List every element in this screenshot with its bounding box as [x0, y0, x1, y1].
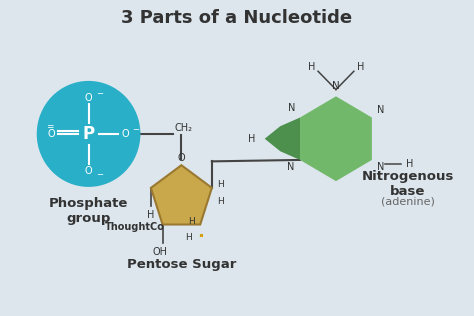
Text: −: −: [97, 89, 104, 98]
Text: .: .: [197, 222, 204, 240]
Text: (adenine): (adenine): [381, 197, 435, 207]
Text: O: O: [85, 166, 92, 176]
Text: N: N: [376, 105, 384, 115]
Text: O: O: [178, 153, 185, 163]
Polygon shape: [300, 96, 372, 181]
Text: H: H: [188, 217, 194, 226]
Text: H: H: [147, 210, 155, 220]
Text: ThoughtCo: ThoughtCo: [105, 222, 165, 232]
Text: Nitrogenous
base: Nitrogenous base: [362, 170, 454, 198]
Text: N: N: [332, 81, 340, 91]
Text: 3 Parts of a Nucleotide: 3 Parts of a Nucleotide: [121, 9, 353, 27]
Text: O: O: [121, 129, 128, 139]
Polygon shape: [151, 165, 212, 224]
Text: −: −: [97, 170, 104, 179]
Text: H: H: [406, 159, 413, 169]
Text: H: H: [308, 62, 315, 72]
Polygon shape: [264, 118, 300, 160]
Text: N: N: [376, 162, 384, 172]
Text: N: N: [288, 103, 295, 113]
Text: H: H: [218, 197, 224, 206]
Circle shape: [36, 81, 140, 187]
Text: OH: OH: [153, 247, 168, 257]
Text: O: O: [85, 93, 92, 103]
Text: CH₂: CH₂: [175, 123, 193, 133]
Text: N: N: [287, 162, 294, 172]
Text: O: O: [47, 129, 55, 139]
Text: H: H: [185, 234, 192, 242]
Text: Pentose Sugar: Pentose Sugar: [127, 258, 236, 271]
Text: Phosphate
group: Phosphate group: [49, 197, 128, 225]
Text: H: H: [357, 62, 364, 72]
Text: −: −: [132, 125, 139, 135]
Text: H: H: [248, 134, 255, 144]
Text: P: P: [82, 125, 95, 143]
Text: H: H: [218, 180, 224, 189]
Text: =: =: [46, 122, 54, 131]
